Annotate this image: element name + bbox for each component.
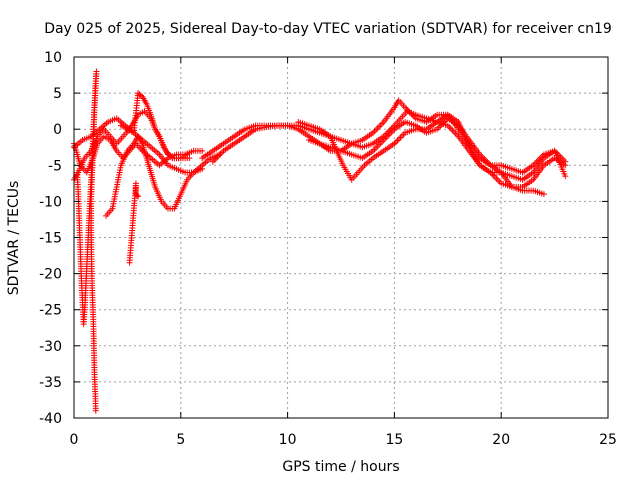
data-point (199, 165, 206, 172)
data-point (495, 177, 502, 184)
data-point (489, 171, 496, 178)
data-point (394, 137, 401, 144)
data-point (371, 146, 378, 153)
data-point (447, 125, 454, 132)
data-point (186, 155, 193, 162)
series-sat-c (103, 133, 223, 219)
data-point (397, 134, 404, 141)
y-axis-label: SDTVAR / TECUs (6, 181, 22, 296)
plot-area (71, 68, 569, 414)
y-tick-label: -25 (39, 303, 62, 319)
data-point (374, 125, 381, 132)
y-tick-label: -15 (39, 231, 62, 247)
series-sat-i (305, 115, 569, 180)
data-point (373, 126, 380, 133)
y-tick-label: 5 (53, 86, 62, 102)
x-tick-label: 15 (385, 432, 403, 448)
data-point (199, 147, 206, 154)
y-tick-label: -20 (39, 267, 62, 283)
data-point (92, 407, 99, 414)
x-tick-label: 25 (599, 432, 617, 448)
data-point (377, 122, 384, 129)
axis-ticks: 0 5 10 15 20 25 -40 -35 -30 -25 -20 -15 -10 -5 0 5 10 (39, 50, 617, 448)
data-point (399, 132, 406, 139)
x-tick-label: 10 (279, 432, 297, 448)
data-point (490, 172, 497, 179)
data-point (376, 123, 383, 130)
series-sat-e (71, 115, 206, 176)
y-tick-label: 10 (44, 50, 62, 66)
y-tick-label: -10 (39, 194, 62, 210)
x-tick-label: 0 (70, 432, 79, 448)
data-point (540, 191, 547, 198)
data-point (134, 192, 141, 199)
x-tick-label: 20 (492, 432, 510, 448)
data-point (184, 151, 191, 158)
data-point (217, 150, 224, 157)
data-point (371, 128, 378, 135)
data-point (137, 92, 144, 99)
data-point (395, 135, 402, 142)
series-sat-spike (74, 68, 100, 414)
data-point (379, 120, 386, 127)
y-tick-label: 0 (53, 122, 62, 138)
data-point (493, 175, 500, 182)
data-point (135, 193, 142, 200)
y-tick-label: -40 (39, 411, 62, 427)
data-point (562, 158, 569, 165)
grid (74, 57, 608, 418)
y-tick-label: -5 (48, 158, 62, 174)
data-point (392, 139, 399, 146)
y-tick-label: -30 (39, 339, 62, 355)
x-axis-label: GPS time / hours (282, 459, 399, 475)
x-tick-label: 5 (176, 432, 185, 448)
series-sat-outliers (126, 180, 142, 266)
y-tick-label: -35 (39, 375, 62, 391)
chart-title: Day 025 of 2025, Sidereal Day-to-day VTE… (44, 21, 612, 37)
data-point (562, 173, 569, 180)
data-point (449, 127, 456, 134)
data-point (373, 144, 380, 151)
